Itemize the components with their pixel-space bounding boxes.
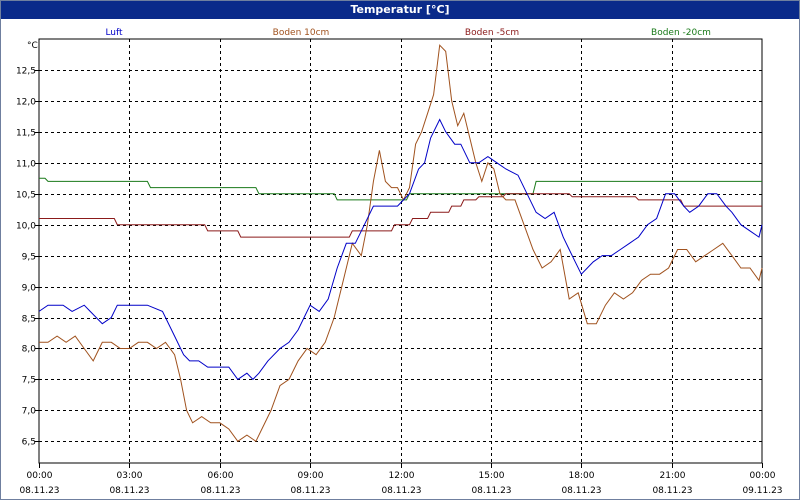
x-tick-date: 08.11.23 <box>109 486 149 496</box>
x-tick-time: 09:00 <box>298 471 324 481</box>
y-tick-label: 7,5 <box>22 376 36 386</box>
y-tick-label: 7,0 <box>22 407 37 417</box>
x-tick-time: 06:00 <box>208 471 234 481</box>
series-line-luft <box>38 118 763 381</box>
y-tick-label: 10,5 <box>16 191 36 201</box>
x-tick-date: 08.11.23 <box>290 486 330 496</box>
x-tick-date: 08.11.23 <box>561 486 601 496</box>
x-tick-date: 08.11.23 <box>200 486 240 496</box>
plot-area <box>38 38 763 464</box>
legend-item: Boden 10cm <box>273 28 330 38</box>
y-tick-label: 8,5 <box>22 315 36 325</box>
x-tick-time: 15:00 <box>479 471 505 481</box>
grid <box>39 39 762 463</box>
y-tick-label: 9,5 <box>22 253 36 263</box>
x-tick-time: 03:00 <box>117 471 143 481</box>
legend: Luft Boden 10cm Boden -5cm Boden -20cm <box>105 28 711 38</box>
y-tick-label: 9,0 <box>22 284 37 294</box>
y-tick-label: 10,0 <box>16 222 36 232</box>
series-line-boden-10cm <box>39 44 763 443</box>
legend-item: Boden -5cm <box>465 28 519 38</box>
x-tick-date: 08.11.23 <box>471 486 511 496</box>
x-tick-date: 08.11.23 <box>381 486 421 496</box>
y-tick-label: 11,5 <box>16 129 36 139</box>
series-lines <box>38 44 763 443</box>
legend-item: Boden -20cm <box>651 28 711 38</box>
x-tick-time: 18:00 <box>569 471 595 481</box>
x-tick-time: 00:00 <box>27 471 53 481</box>
y-tick-label: 12,0 <box>16 98 36 108</box>
y-axis-ticks: 6,5 7,0 7,5 8,0 8,5 9,0 9,5 10,0 10,5 11,0 11,5 12,… <box>16 67 39 448</box>
y-tick-label: 8,0 <box>22 345 37 355</box>
x-tick-time: 12:00 <box>389 471 415 481</box>
y-tick-label: 6,5 <box>22 438 36 448</box>
series-line-boden-5cm <box>39 193 762 238</box>
legend-item: Luft <box>105 28 123 38</box>
y-tick-label: 12,5 <box>16 67 36 77</box>
y-tick-label: 11,0 <box>16 160 36 170</box>
y-axis-unit: °C <box>27 41 38 51</box>
x-tick-date: 08.11.23 <box>19 486 59 496</box>
x-tick-date: 08.11.23 <box>652 486 692 496</box>
x-axis-ticks: 00:00 08.11.23 03:00 08.11.23 06:00 08.11.23 0… <box>19 463 783 496</box>
x-tick-time: 00:00 <box>750 471 776 481</box>
x-tick-date: 09.11.23 <box>742 486 782 496</box>
x-tick-time: 21:00 <box>660 471 686 481</box>
window-title: Temperatur [°C] <box>1 1 799 19</box>
